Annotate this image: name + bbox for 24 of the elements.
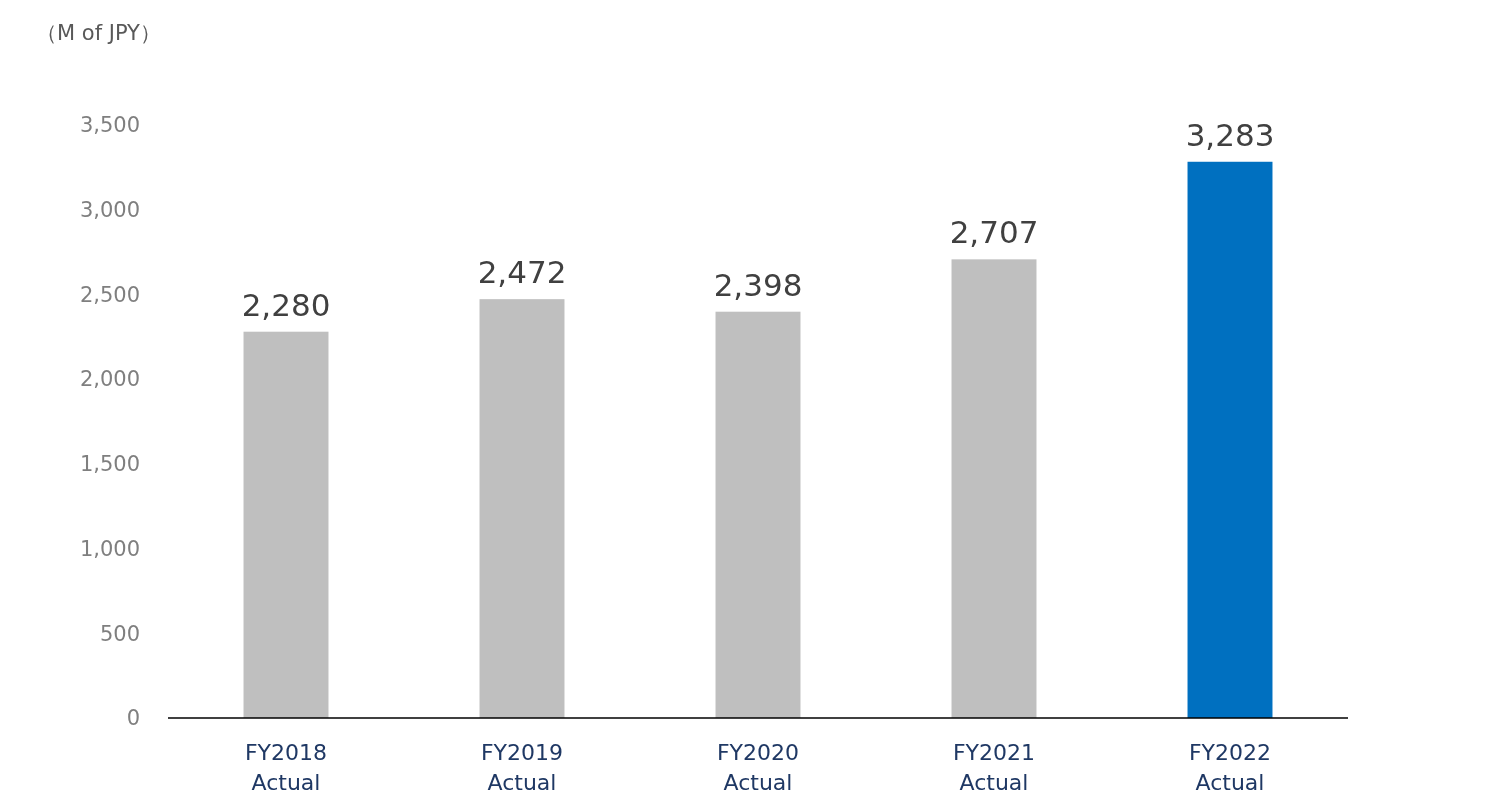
bar bbox=[715, 311, 801, 718]
x-tick-label: FY2022 Actual bbox=[1188, 740, 1272, 795]
y-tick-label: 2,000 bbox=[79, 367, 140, 392]
data-label: 2,280 bbox=[241, 286, 331, 323]
x-tick-label: FY2020 Actual bbox=[716, 740, 800, 795]
y-tick-label: 1,500 bbox=[79, 452, 140, 477]
bar bbox=[479, 299, 565, 718]
data-label: 3,283 bbox=[1185, 116, 1275, 153]
bar bbox=[1187, 161, 1273, 718]
x-tick-label: FY2019 Actual bbox=[480, 740, 564, 795]
y-tick-label: 3,500 bbox=[79, 113, 140, 138]
bar bbox=[951, 259, 1037, 718]
y-tick-label: 0 bbox=[126, 706, 140, 731]
x-tick-label: FY2021 Actual bbox=[952, 740, 1036, 795]
y-tick-label: 1,000 bbox=[79, 536, 140, 561]
data-label: 2,398 bbox=[713, 266, 803, 303]
y-tick-label: 2,500 bbox=[79, 282, 140, 307]
data-label: 2,707 bbox=[949, 214, 1039, 251]
y-tick-label: 3,000 bbox=[79, 198, 140, 223]
data-label: 2,472 bbox=[477, 254, 567, 291]
x-tick-label: FY2018 Actual bbox=[244, 740, 328, 795]
y-tick-label: 500 bbox=[99, 621, 140, 646]
bar bbox=[243, 331, 329, 718]
y-axis-title: （M of JPY） bbox=[36, 21, 161, 45]
